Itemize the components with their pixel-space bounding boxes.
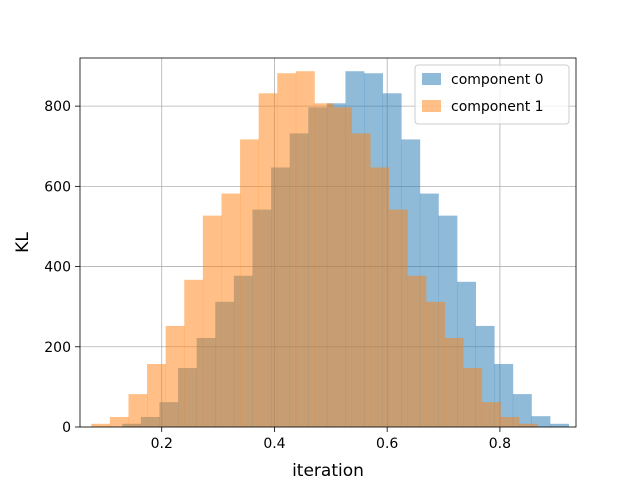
histogram-bar: [314, 103, 334, 428]
x-tick-label: 0.6: [376, 436, 398, 452]
y-axis-label: KL: [13, 232, 33, 253]
legend-box: [414, 64, 570, 125]
legend: component 0 component 1: [414, 64, 570, 125]
histogram-bar: [165, 325, 185, 427]
histogram-bar: [388, 209, 408, 427]
x-tick-label: 0.2: [151, 436, 173, 452]
histogram-bar: [531, 416, 551, 427]
histogram-bar: [295, 71, 315, 427]
histogram-bar: [407, 275, 427, 427]
histogram-bar: [333, 107, 352, 428]
x-axis-label: iteration: [292, 461, 364, 480]
histogram-bar: [128, 394, 148, 427]
histogram-bar: [240, 139, 259, 427]
bars-layer: [91, 71, 569, 428]
histogram-bar: [184, 279, 204, 427]
histogram-bar: [550, 423, 569, 427]
histogram-bar: [202, 215, 222, 427]
legend-swatch: [422, 100, 441, 112]
histogram-bar: [463, 368, 483, 427]
histogram-bar: [481, 402, 501, 427]
histogram-bar: [91, 423, 111, 427]
y-tick-label: 800: [44, 99, 71, 115]
histogram-bar: [426, 301, 445, 427]
histogram-bar: [500, 416, 520, 427]
histogram-bar: [258, 93, 278, 427]
ticks-layer: 0.2 0.4 0.6 0.8 0 200 400 600 800: [44, 99, 511, 452]
histogram-bar: [370, 167, 390, 427]
histogram-bar: [147, 364, 166, 427]
y-tick-label: 400: [44, 260, 71, 276]
histogram-bar: [277, 73, 297, 427]
legend-label: component 0: [451, 72, 544, 88]
legend-label: component 1: [451, 99, 544, 115]
histogram-bar: [444, 337, 464, 427]
y-tick-label: 600: [44, 179, 71, 195]
legend-swatch: [422, 73, 441, 85]
histogram-bar: [221, 193, 241, 427]
y-tick-label: 0: [62, 420, 71, 436]
histogram-bar: [519, 423, 538, 427]
plot-frame: [79, 57, 577, 428]
x-tick-label: 0.4: [263, 436, 285, 452]
series-1-bars: [91, 71, 538, 428]
y-tick-label: 200: [44, 340, 71, 356]
histogram-bar: [351, 133, 371, 427]
histogram-bar: [109, 416, 129, 427]
x-tick-label: 0.8: [489, 436, 511, 452]
